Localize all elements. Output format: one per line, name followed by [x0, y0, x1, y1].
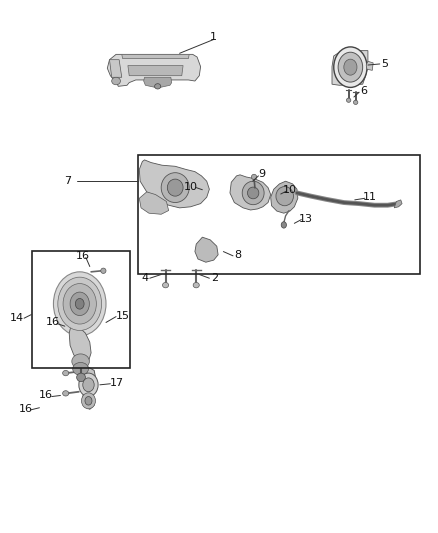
Polygon shape [394, 200, 402, 208]
Text: 11: 11 [363, 192, 377, 202]
Ellipse shape [58, 277, 102, 330]
Polygon shape [332, 51, 368, 85]
Polygon shape [195, 237, 218, 262]
Ellipse shape [161, 173, 189, 203]
Ellipse shape [276, 187, 293, 206]
Text: 5: 5 [381, 59, 388, 69]
Ellipse shape [193, 282, 199, 288]
Bar [32, 251, 130, 368]
Text: 14: 14 [10, 313, 24, 323]
Text: 16: 16 [75, 251, 89, 261]
Text: 16: 16 [46, 318, 60, 327]
Text: 15: 15 [116, 311, 130, 320]
Ellipse shape [81, 393, 95, 409]
Polygon shape [122, 54, 189, 59]
Text: 9: 9 [258, 169, 265, 179]
Ellipse shape [73, 362, 88, 375]
Text: 7: 7 [64, 176, 71, 186]
Ellipse shape [353, 100, 358, 104]
Polygon shape [230, 175, 271, 210]
Bar [138, 155, 420, 274]
Polygon shape [144, 77, 172, 88]
Ellipse shape [53, 272, 106, 336]
Ellipse shape [63, 284, 96, 324]
Text: 16: 16 [39, 391, 53, 400]
Ellipse shape [338, 52, 363, 82]
Ellipse shape [242, 181, 264, 205]
Ellipse shape [85, 397, 92, 405]
Ellipse shape [72, 354, 89, 369]
Ellipse shape [79, 373, 98, 397]
Text: 16: 16 [18, 404, 32, 414]
Text: 2: 2 [211, 273, 218, 283]
Text: 1: 1 [210, 33, 217, 42]
Ellipse shape [247, 187, 259, 199]
Polygon shape [107, 54, 201, 86]
Ellipse shape [167, 179, 183, 196]
Ellipse shape [77, 373, 85, 382]
Ellipse shape [63, 370, 69, 376]
Polygon shape [271, 181, 298, 213]
Polygon shape [81, 367, 95, 390]
Ellipse shape [83, 378, 94, 392]
Polygon shape [110, 60, 122, 77]
Text: 13: 13 [299, 214, 313, 223]
Text: 10: 10 [283, 185, 297, 195]
Ellipse shape [281, 222, 286, 228]
Ellipse shape [63, 391, 69, 396]
Ellipse shape [344, 59, 357, 75]
Polygon shape [69, 324, 91, 364]
Polygon shape [366, 61, 373, 70]
Text: 17: 17 [110, 378, 124, 387]
Polygon shape [139, 160, 209, 208]
Text: 4: 4 [141, 273, 148, 283]
Text: 10: 10 [184, 182, 198, 191]
Polygon shape [139, 192, 169, 214]
Text: 6: 6 [360, 86, 367, 95]
Text: 8: 8 [234, 250, 241, 260]
Ellipse shape [101, 268, 106, 273]
Ellipse shape [70, 292, 89, 316]
Ellipse shape [155, 84, 161, 89]
Polygon shape [82, 390, 94, 409]
Ellipse shape [251, 174, 257, 180]
Ellipse shape [75, 298, 84, 309]
Ellipse shape [346, 98, 351, 102]
Ellipse shape [112, 77, 120, 85]
Ellipse shape [162, 282, 169, 288]
Ellipse shape [334, 47, 367, 87]
Polygon shape [128, 66, 183, 76]
